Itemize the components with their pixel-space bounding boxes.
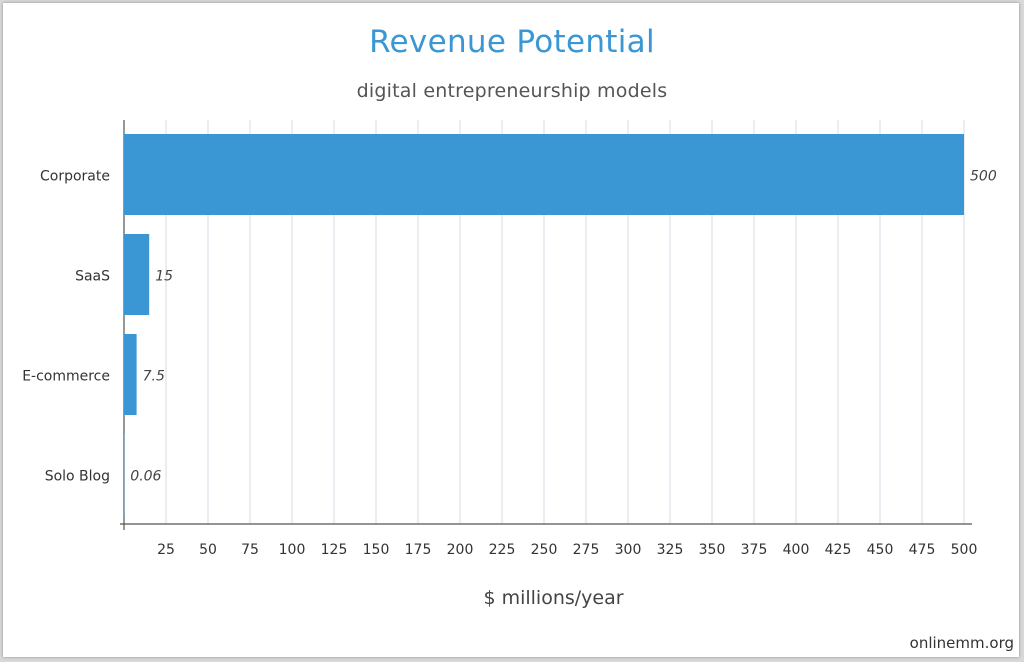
x-tick-label: 375 [741, 542, 768, 558]
x-tick-label: 275 [573, 542, 600, 558]
x-axis-label: $ millions/year [483, 587, 624, 609]
x-tick-label: 225 [489, 542, 516, 558]
x-tick-label: 500 [951, 542, 978, 558]
x-tick-label: 325 [657, 542, 684, 558]
x-tick-label: 150 [363, 542, 390, 558]
x-tick-label: 200 [447, 542, 474, 558]
chart-title: Revenue Potential [369, 24, 655, 60]
watermark: onlinemm.org [909, 634, 1014, 652]
x-tick-label: 250 [531, 542, 558, 558]
value-label: 7.5 [143, 369, 165, 385]
x-tick-label: 350 [699, 542, 726, 558]
x-tick-label: 425 [825, 542, 852, 558]
x-tick-label: 400 [783, 542, 810, 558]
x-tick-label: 475 [909, 542, 936, 558]
x-tick-label: 75 [241, 542, 259, 558]
category-label: Corporate [40, 169, 110, 185]
x-tick-label: 125 [321, 542, 348, 558]
category-label: Solo Blog [45, 469, 110, 485]
x-tick-label: 450 [867, 542, 894, 558]
chart-subtitle: digital entrepreneurship models [356, 80, 668, 102]
bar [124, 134, 964, 215]
value-label: 500 [970, 169, 997, 185]
x-tick-label: 50 [199, 542, 217, 558]
x-tick-label: 25 [157, 542, 175, 558]
category-label: SaaS [75, 269, 110, 285]
x-tick-label: 175 [405, 542, 432, 558]
category-label: E-commerce [22, 369, 110, 385]
bar [124, 334, 137, 415]
x-tick-label: 100 [279, 542, 306, 558]
value-label: 0.06 [130, 469, 161, 485]
chart-frame [3, 3, 1019, 657]
x-tick-label: 300 [615, 542, 642, 558]
bar [124, 234, 150, 315]
value-label: 15 [155, 269, 173, 285]
